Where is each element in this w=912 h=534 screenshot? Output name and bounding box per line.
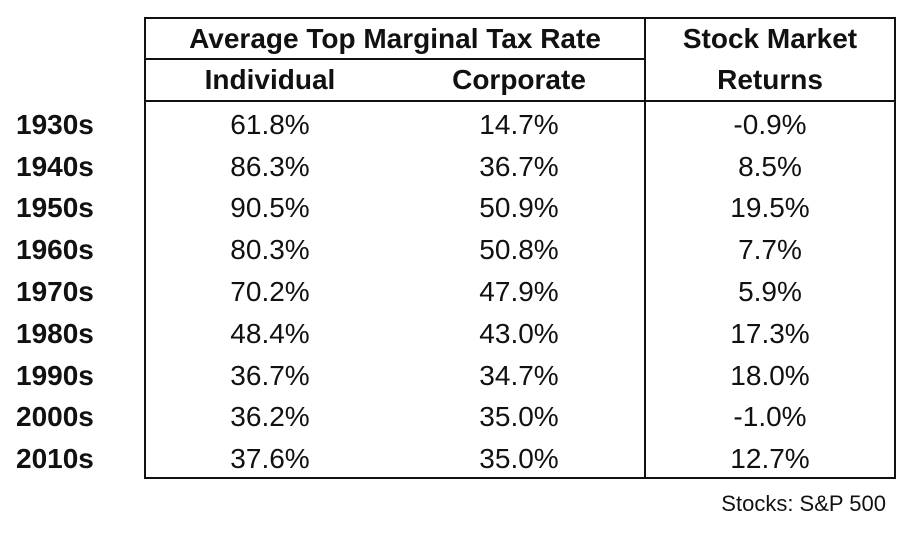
decade-label: 2000s	[16, 401, 94, 433]
stock-return-cell: 12.7%	[730, 443, 810, 475]
corporate-rate-cell: 43.0%	[479, 317, 559, 349]
corporate-rate-cell: 47.9%	[479, 276, 559, 308]
decade-label: 1980s	[16, 317, 94, 349]
stock-return-cell: 7.7%	[738, 234, 802, 266]
header-bottom-border	[144, 100, 896, 102]
individual-rate-cell: 37.6%	[230, 443, 310, 475]
decade-label: 1990s	[16, 359, 94, 391]
table-left-border	[144, 17, 146, 479]
stock-return-cell: 8.5%	[738, 150, 802, 182]
decade-label: 1970s	[16, 276, 94, 308]
corporate-header: Corporate	[452, 64, 586, 95]
individual-rate-cell: 36.2%	[230, 401, 310, 433]
source-footnote: Stocks: S&P 500	[721, 491, 886, 516]
corporate-rate-cell: 36.7%	[479, 150, 559, 182]
group-header-underline	[144, 58, 646, 60]
stock-market-header-line1: Stock Market	[682, 23, 858, 54]
decade-label: 1950s	[16, 192, 94, 224]
individual-rate-cell: 90.5%	[230, 192, 310, 224]
stock-return-cell: -1.0%	[733, 401, 807, 433]
individual-rate-cell: 80.3%	[230, 234, 310, 266]
decade-label: 1940s	[16, 150, 94, 182]
individual-rate-cell: 86.3%	[230, 150, 310, 182]
corporate-rate-cell: 35.0%	[479, 443, 559, 475]
individual-rate-cell: 61.8%	[230, 108, 310, 140]
individual-header: Individual	[204, 64, 336, 95]
corporate-rate-cell: 34.7%	[479, 359, 559, 391]
table-bottom-border	[144, 477, 896, 479]
table-top-border	[144, 17, 896, 19]
column-divider	[644, 17, 646, 479]
individual-rate-cell: 48.4%	[230, 317, 310, 349]
stock-return-cell: 18.0%	[730, 359, 810, 391]
individual-rate-cell: 36.7%	[230, 359, 310, 391]
corporate-rate-cell: 14.7%	[479, 108, 559, 140]
decade-label: 1930s	[16, 108, 94, 140]
corporate-rate-cell: 50.8%	[479, 234, 559, 266]
decade-label: 1960s	[16, 234, 94, 266]
corporate-rate-cell: 50.9%	[479, 192, 559, 224]
decade-label: 2010s	[16, 443, 94, 475]
stock-return-cell: -0.9%	[733, 108, 807, 140]
individual-rate-cell: 70.2%	[230, 276, 310, 308]
table-right-border	[894, 17, 896, 479]
group-header: Average Top Marginal Tax Rate	[189, 23, 601, 54]
stock-return-cell: 19.5%	[730, 192, 810, 224]
corporate-rate-cell: 35.0%	[479, 401, 559, 433]
stock-market-header-line2: Returns	[717, 64, 823, 95]
stock-return-cell: 17.3%	[730, 317, 810, 349]
stock-return-cell: 5.9%	[738, 276, 802, 308]
